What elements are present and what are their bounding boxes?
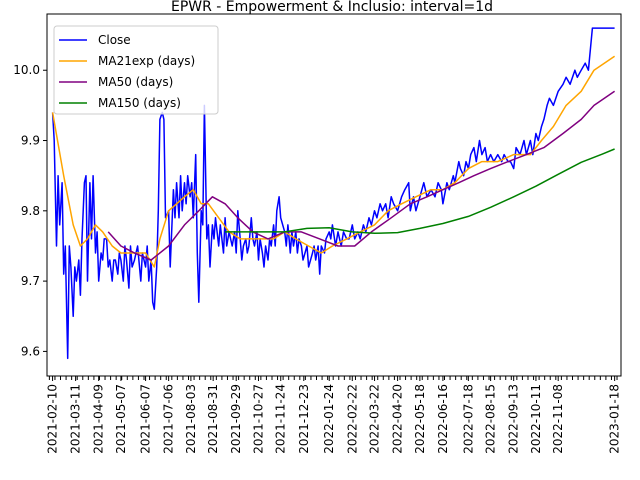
- x-tick-label: 2022-08-15: [484, 384, 498, 454]
- y-tick-label: 9.6: [21, 344, 40, 358]
- x-axis: 2021-02-10 2021-03-11 2021-04-09 2021-05-07…: [46, 376, 622, 454]
- series-layer: [51, 27, 616, 360]
- x-tick-label: 2021-10-27: [251, 384, 265, 454]
- x-tick-label: 2021-12-23: [297, 384, 311, 454]
- x-tick-label: 2021-02-10: [46, 384, 60, 454]
- series-line-0: [51, 27, 615, 360]
- legend-box: [53, 25, 219, 115]
- x-tick-label: 2021-03-11: [69, 384, 83, 454]
- y-tick-label: 9.7: [21, 274, 40, 288]
- y-tick-label: 9.9: [21, 134, 40, 148]
- x-tick-label: 2021-05-07: [114, 384, 128, 454]
- x-tick-label: 2021-08-03: [184, 384, 198, 454]
- x-tick-label: 2021-11-24: [274, 384, 288, 454]
- x-tick-label: 2021-07-06: [162, 384, 176, 454]
- x-tick-label: 2022-10-11: [529, 384, 543, 454]
- x-tick-label: 2021-04-09: [92, 384, 106, 454]
- legend-label: Close: [98, 33, 131, 47]
- x-tick-label: 2022-11-08: [551, 384, 565, 454]
- x-tick-label: 2022-03-22: [368, 384, 382, 454]
- x-tick-label: 2022-04-20: [391, 384, 405, 454]
- x-tick-label: 2023-01-18: [608, 384, 622, 454]
- series-line-1: [51, 55, 616, 268]
- x-tick-label: 2022-05-18: [413, 384, 427, 454]
- x-tick-label: 2021-08-31: [206, 384, 220, 454]
- x-tick-label: 2021-06-07: [139, 384, 153, 454]
- chart-title: EPWR - Empowerment & Inclusio: interval=…: [171, 0, 493, 15]
- legend-label: MA21exp (days): [98, 54, 195, 68]
- x-tick-label: 2022-02-22: [345, 384, 359, 454]
- x-tick-label: 2021-09-29: [229, 384, 243, 454]
- series-line-3: [225, 148, 615, 235]
- x-tick-label: 2022-01-24: [322, 384, 336, 454]
- legend-label: MA50 (days): [98, 75, 173, 89]
- y-axis: 9.6 9.7 9.8 9.9 10.0: [13, 63, 47, 358]
- legend-entries: Close MA21exp (days) MA50 (days) MA150 (day…: [59, 33, 195, 110]
- legend-label: MA150 (days): [98, 96, 181, 110]
- legend: Close MA21exp (days) MA50 (days) MA150 (day…: [53, 25, 219, 115]
- y-tick-label: 10.0: [13, 63, 40, 77]
- plot-frame: [46, 13, 622, 377]
- series-line-2: [107, 90, 616, 261]
- y-tick-label: 9.8: [21, 204, 40, 218]
- x-tick-label: 2022-07-18: [461, 384, 475, 454]
- x-tick-label: 2022-09-13: [507, 384, 521, 454]
- x-tick-label: 2022-06-16: [436, 384, 450, 454]
